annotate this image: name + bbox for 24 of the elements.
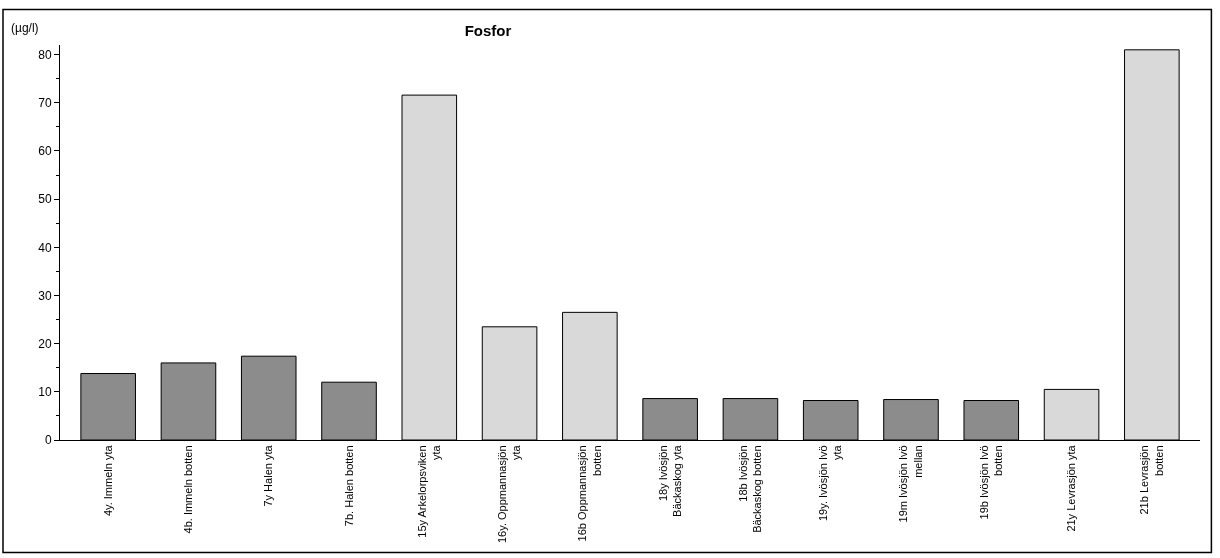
chart-title: Fosfor xyxy=(464,21,512,39)
y-tick-label: 10 xyxy=(38,385,52,400)
y-tick-label: 30 xyxy=(38,288,52,303)
y-tick-label: 40 xyxy=(38,240,52,255)
y-tick-label: 20 xyxy=(38,336,52,351)
y-tick-label: 60 xyxy=(38,144,52,159)
y-tick-label: 50 xyxy=(38,192,52,207)
y-tick-label: 70 xyxy=(38,96,52,110)
x-tick-label: 21y Levrasjön yta xyxy=(1065,444,1078,532)
x-tick-label: 4b. Immeln botten xyxy=(182,445,195,534)
x-tick-label: 7y Halen yta xyxy=(262,444,275,507)
x-tick-label: 18b Ivösjön Bäckaskog botten xyxy=(736,445,764,533)
y-tick-label: 0 xyxy=(44,433,52,448)
x-tick-label: 19y. Ivösjön Ivö yta xyxy=(817,444,844,522)
y-tick-label: 80 xyxy=(38,47,52,62)
x-tick-label: 15y Arkelorpsviken yta xyxy=(415,444,443,538)
x-tick-label: 19b Ivösjön Ivö botten xyxy=(977,445,1004,520)
x-tick-label: 21b Levrasjön botten xyxy=(1138,445,1165,515)
x-tick-label: 7b. Halen botten xyxy=(342,445,355,527)
x-tick-label: 16y. Oppmannasjön yta xyxy=(496,444,523,544)
x-tick-label: 19m Ivösjön Ivö mellan xyxy=(897,445,924,523)
x-tick-label: 4y. Immeln yta xyxy=(101,444,114,517)
y-axis-title: (µg/l) xyxy=(11,21,39,35)
x-tick-label: 16b Oppmannasjön botten xyxy=(576,445,603,542)
